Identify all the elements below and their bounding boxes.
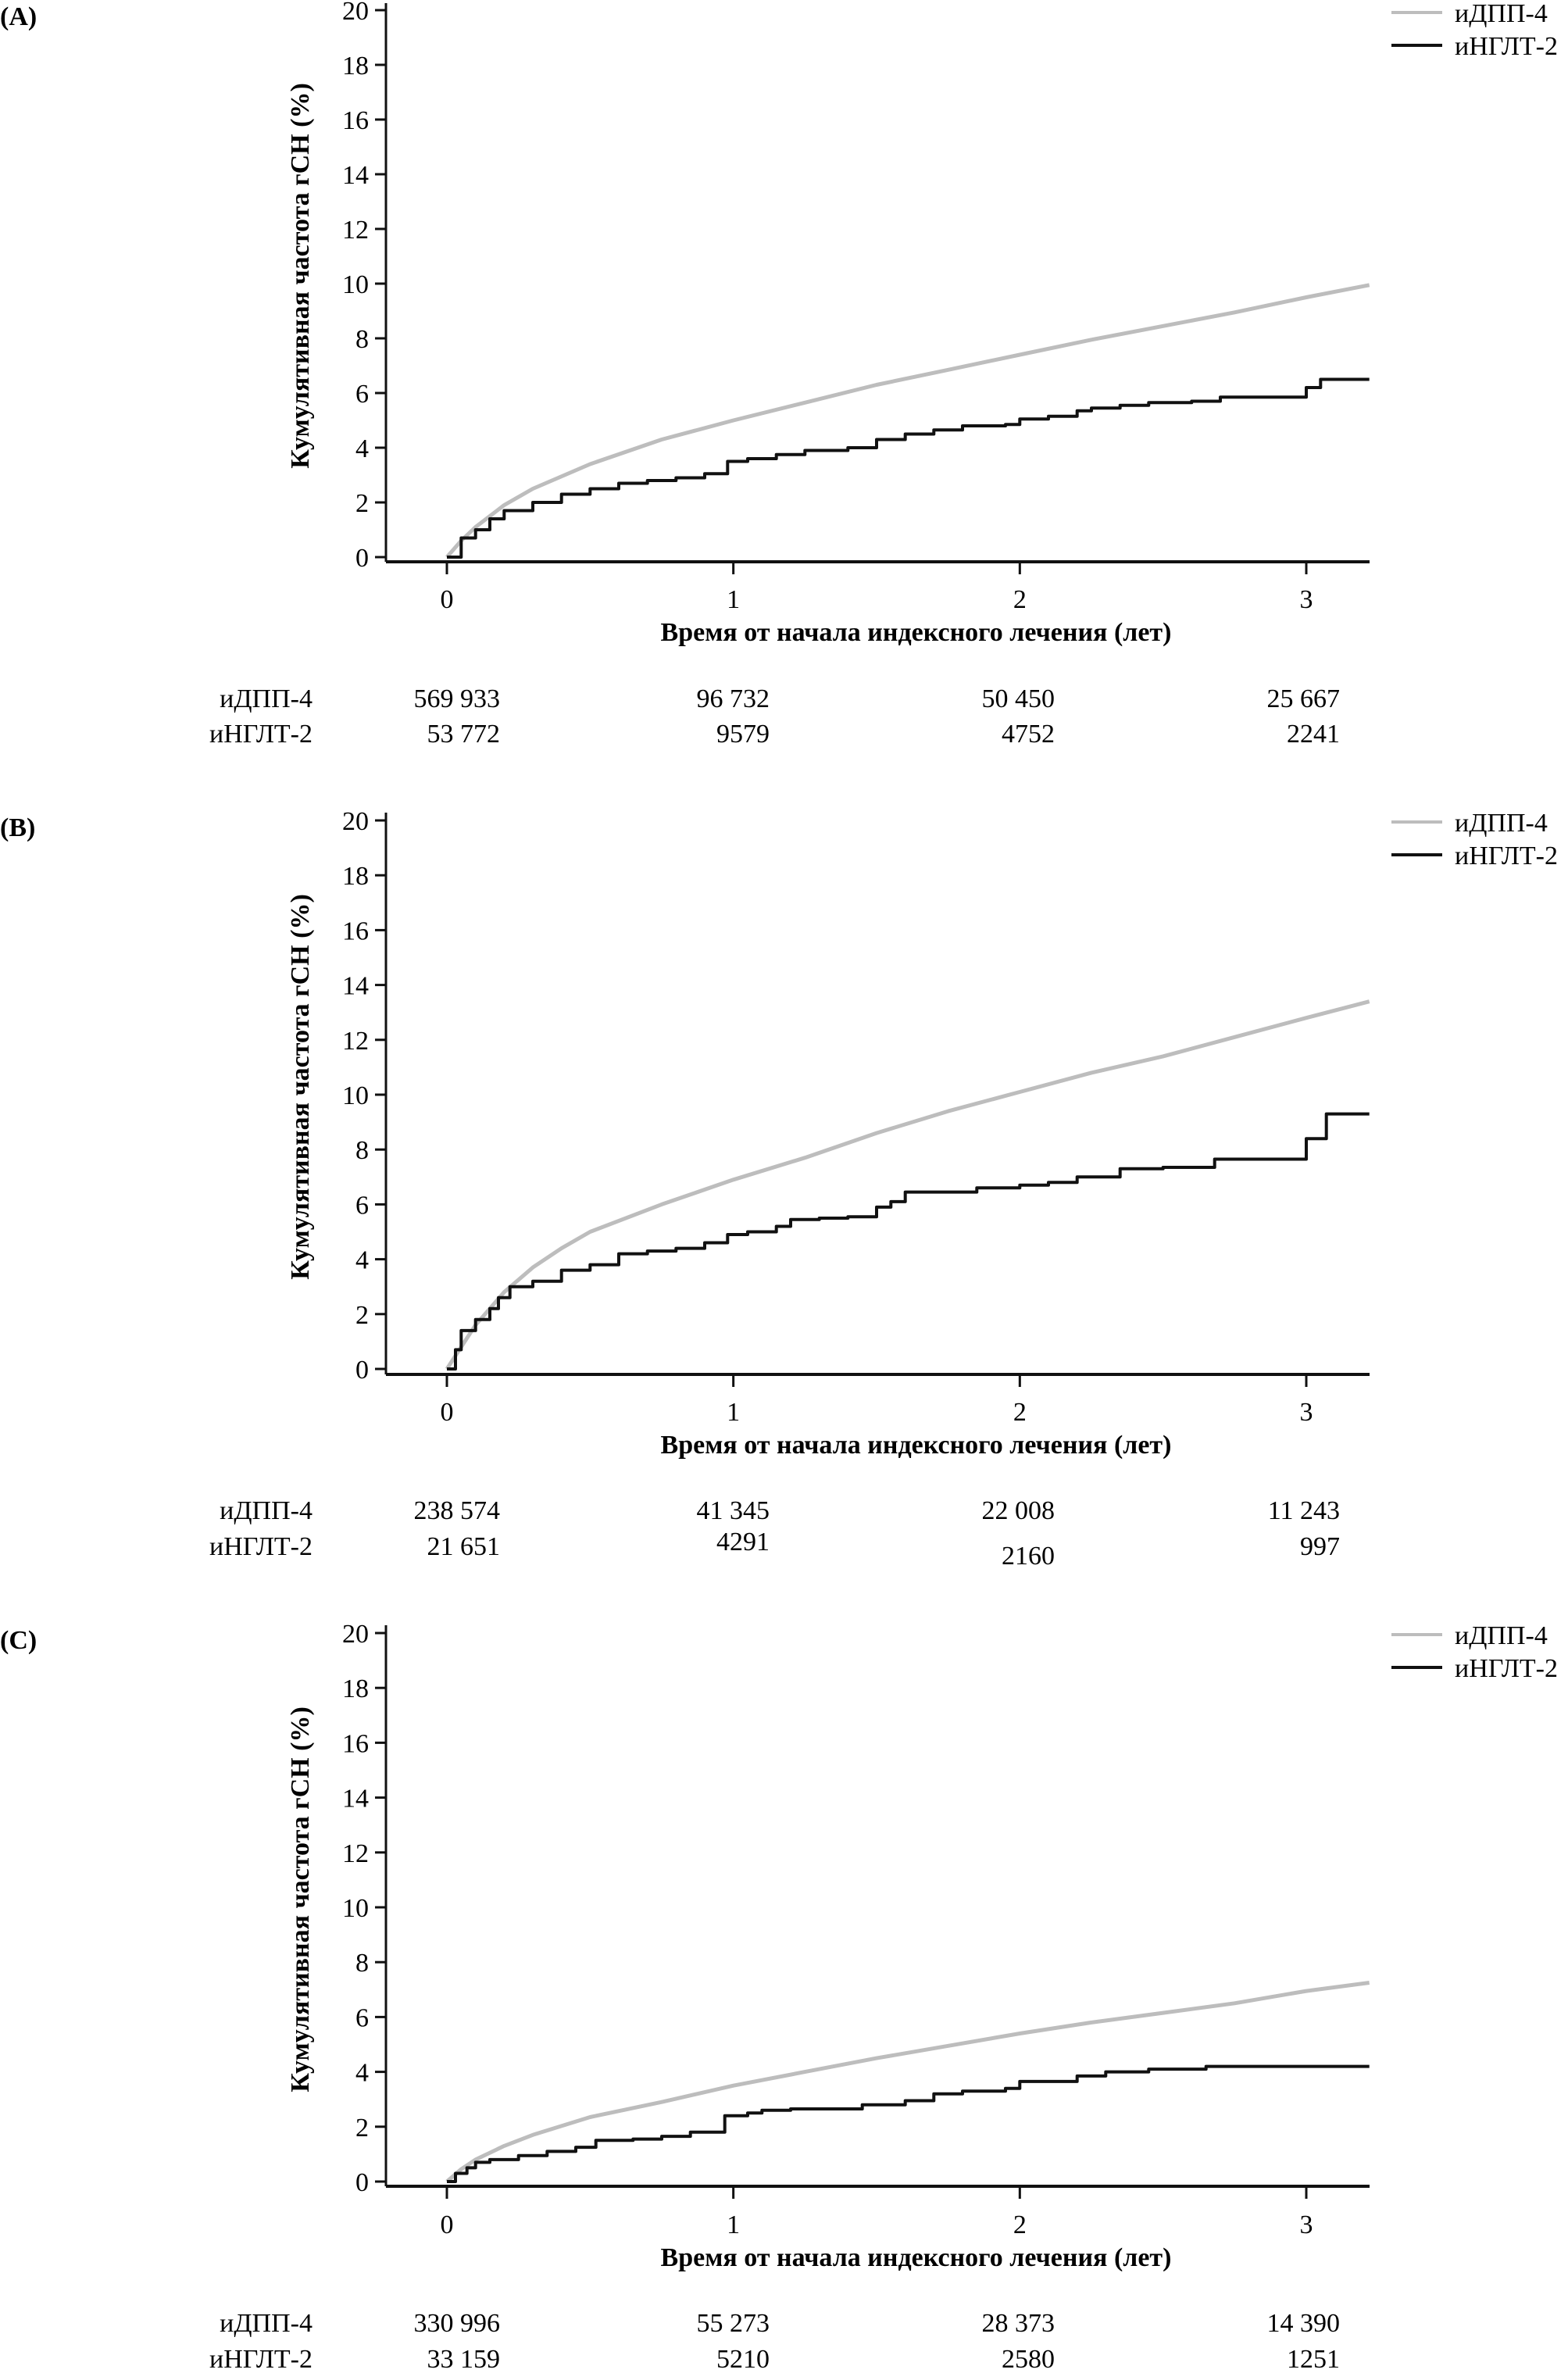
x-tick-label: 0 (441, 2210, 454, 2239)
at-risk-value: 28 373 (982, 2309, 1055, 2338)
x-tick-label: 2 (1013, 1398, 1027, 1427)
at-risk-value: 50 450 (982, 684, 1055, 713)
panel-label: (C) (0, 1626, 37, 1655)
at-risk-value: 2160 (1002, 1542, 1055, 1571)
y-tick-label: 18 (342, 1674, 369, 1703)
y-tick-label: 16 (342, 917, 369, 945)
legend-label: иНГЛТ-2 (1455, 1654, 1558, 1683)
x-axis-title: Время от начала индексного лечения (лет) (661, 618, 1172, 647)
y-tick-label: 0 (355, 1356, 369, 1385)
panel-label: (B) (0, 813, 35, 842)
y-tick-label: 4 (355, 434, 369, 463)
y-axis-title: Кумулятивная частота гСН (%) (286, 1706, 315, 2092)
y-tick-label: 2 (355, 1301, 369, 1330)
panel-label: (A) (0, 2, 37, 31)
y-axis-title: Кумулятивная частота гСН (%) (286, 83, 315, 469)
at-risk-value: 2580 (1002, 2345, 1055, 2373)
at-risk-row-label: иНГЛТ-2 (209, 1532, 313, 1561)
series-line-sglt2 (447, 1112, 1370, 1371)
y-tick-label: 12 (342, 1839, 369, 1868)
at-risk-value: 4291 (716, 1528, 770, 1556)
at-risk-value: 569 933 (414, 684, 501, 713)
x-tick-label: 1 (727, 2210, 740, 2239)
at-risk-value: 238 574 (414, 1496, 501, 1525)
y-tick-label: 12 (342, 216, 369, 245)
y-tick-label: 10 (342, 1081, 369, 1110)
at-risk-value: 2241 (1287, 720, 1340, 749)
legend-label: иНГЛТ-2 (1455, 32, 1558, 61)
at-risk-value: 41 345 (697, 1496, 770, 1525)
y-tick-label: 4 (355, 1246, 369, 1275)
y-tick-label: 20 (342, 807, 369, 836)
at-risk-value: 96 732 (697, 684, 770, 713)
series-line-dpp4 (445, 999, 1370, 1371)
y-tick-label: 18 (342, 52, 369, 80)
y-tick-label: 10 (342, 270, 369, 299)
legend-label: иНГЛТ-2 (1455, 842, 1558, 870)
series-line-dpp4 (445, 1981, 1370, 2183)
series-line-sglt2 (447, 377, 1370, 559)
y-tick-label: 6 (355, 1191, 369, 1220)
at-risk-value: 5210 (716, 2345, 770, 2373)
x-tick-label: 0 (441, 585, 454, 614)
x-tick-label: 3 (1300, 1398, 1313, 1427)
x-tick-label: 0 (441, 1398, 454, 1427)
y-tick-label: 10 (342, 1894, 369, 1923)
at-risk-value: 9579 (716, 720, 770, 749)
at-risk-value: 25 667 (1267, 684, 1341, 713)
legend-label: иДПП-4 (1455, 1621, 1548, 1650)
y-tick-label: 2 (355, 489, 369, 518)
at-risk-value: 1251 (1287, 2345, 1340, 2373)
at-risk-value: 21 651 (427, 1532, 501, 1561)
at-risk-row-label: иДПП-4 (220, 1496, 313, 1525)
series-line-sglt2 (447, 2064, 1370, 2183)
at-risk-value: 11 243 (1268, 1496, 1340, 1525)
at-risk-value: 33 159 (427, 2345, 501, 2373)
at-risk-value: 997 (1300, 1532, 1340, 1561)
y-tick-label: 4 (355, 2059, 369, 2088)
y-tick-label: 20 (342, 0, 369, 26)
y-tick-label: 6 (355, 380, 369, 409)
y-tick-label: 8 (355, 325, 369, 354)
x-tick-label: 3 (1300, 2210, 1313, 2239)
y-axis-title: Кумулятивная частота гСН (%) (286, 894, 315, 1280)
x-axis-title: Время от начала индексного лечения (лет) (661, 2243, 1172, 2272)
x-tick-label: 2 (1013, 585, 1027, 614)
y-tick-label: 16 (342, 106, 369, 135)
at-risk-value: 53 772 (427, 720, 501, 749)
x-tick-label: 3 (1300, 585, 1313, 614)
at-risk-value: 330 996 (414, 2309, 501, 2338)
y-tick-label: 14 (342, 1785, 369, 1814)
y-tick-label: 8 (355, 1136, 369, 1165)
y-tick-label: 16 (342, 1729, 369, 1758)
at-risk-value: 4752 (1002, 720, 1055, 749)
at-risk-row-label: иДПП-4 (220, 684, 313, 713)
legend-label: иДПП-4 (1455, 0, 1548, 28)
y-tick-label: 14 (342, 972, 369, 1001)
at-risk-row-label: иДПП-4 (220, 2309, 313, 2338)
x-tick-label: 2 (1013, 2210, 1027, 2239)
at-risk-row-label: иНГЛТ-2 (209, 720, 313, 749)
y-tick-label: 6 (355, 2003, 369, 2032)
x-tick-label: 1 (727, 585, 740, 614)
y-tick-label: 12 (342, 1027, 369, 1056)
at-risk-row-label: иНГЛТ-2 (209, 2345, 313, 2373)
y-tick-label: 2 (355, 2114, 369, 2142)
x-tick-label: 1 (727, 1398, 740, 1427)
at-risk-value: 55 273 (697, 2309, 770, 2338)
y-tick-label: 0 (355, 2168, 369, 2197)
at-risk-value: 14 390 (1267, 2309, 1341, 2338)
y-tick-label: 18 (342, 862, 369, 891)
x-axis-title: Время от начала индексного лечения (лет) (661, 1431, 1172, 1460)
y-tick-label: 14 (342, 161, 369, 190)
y-tick-label: 0 (355, 544, 369, 573)
legend-label: иДПП-4 (1455, 809, 1548, 838)
y-tick-label: 20 (342, 1620, 369, 1649)
y-tick-label: 8 (355, 1949, 369, 1978)
series-line-dpp4 (445, 283, 1370, 559)
at-risk-value: 22 008 (982, 1496, 1055, 1525)
